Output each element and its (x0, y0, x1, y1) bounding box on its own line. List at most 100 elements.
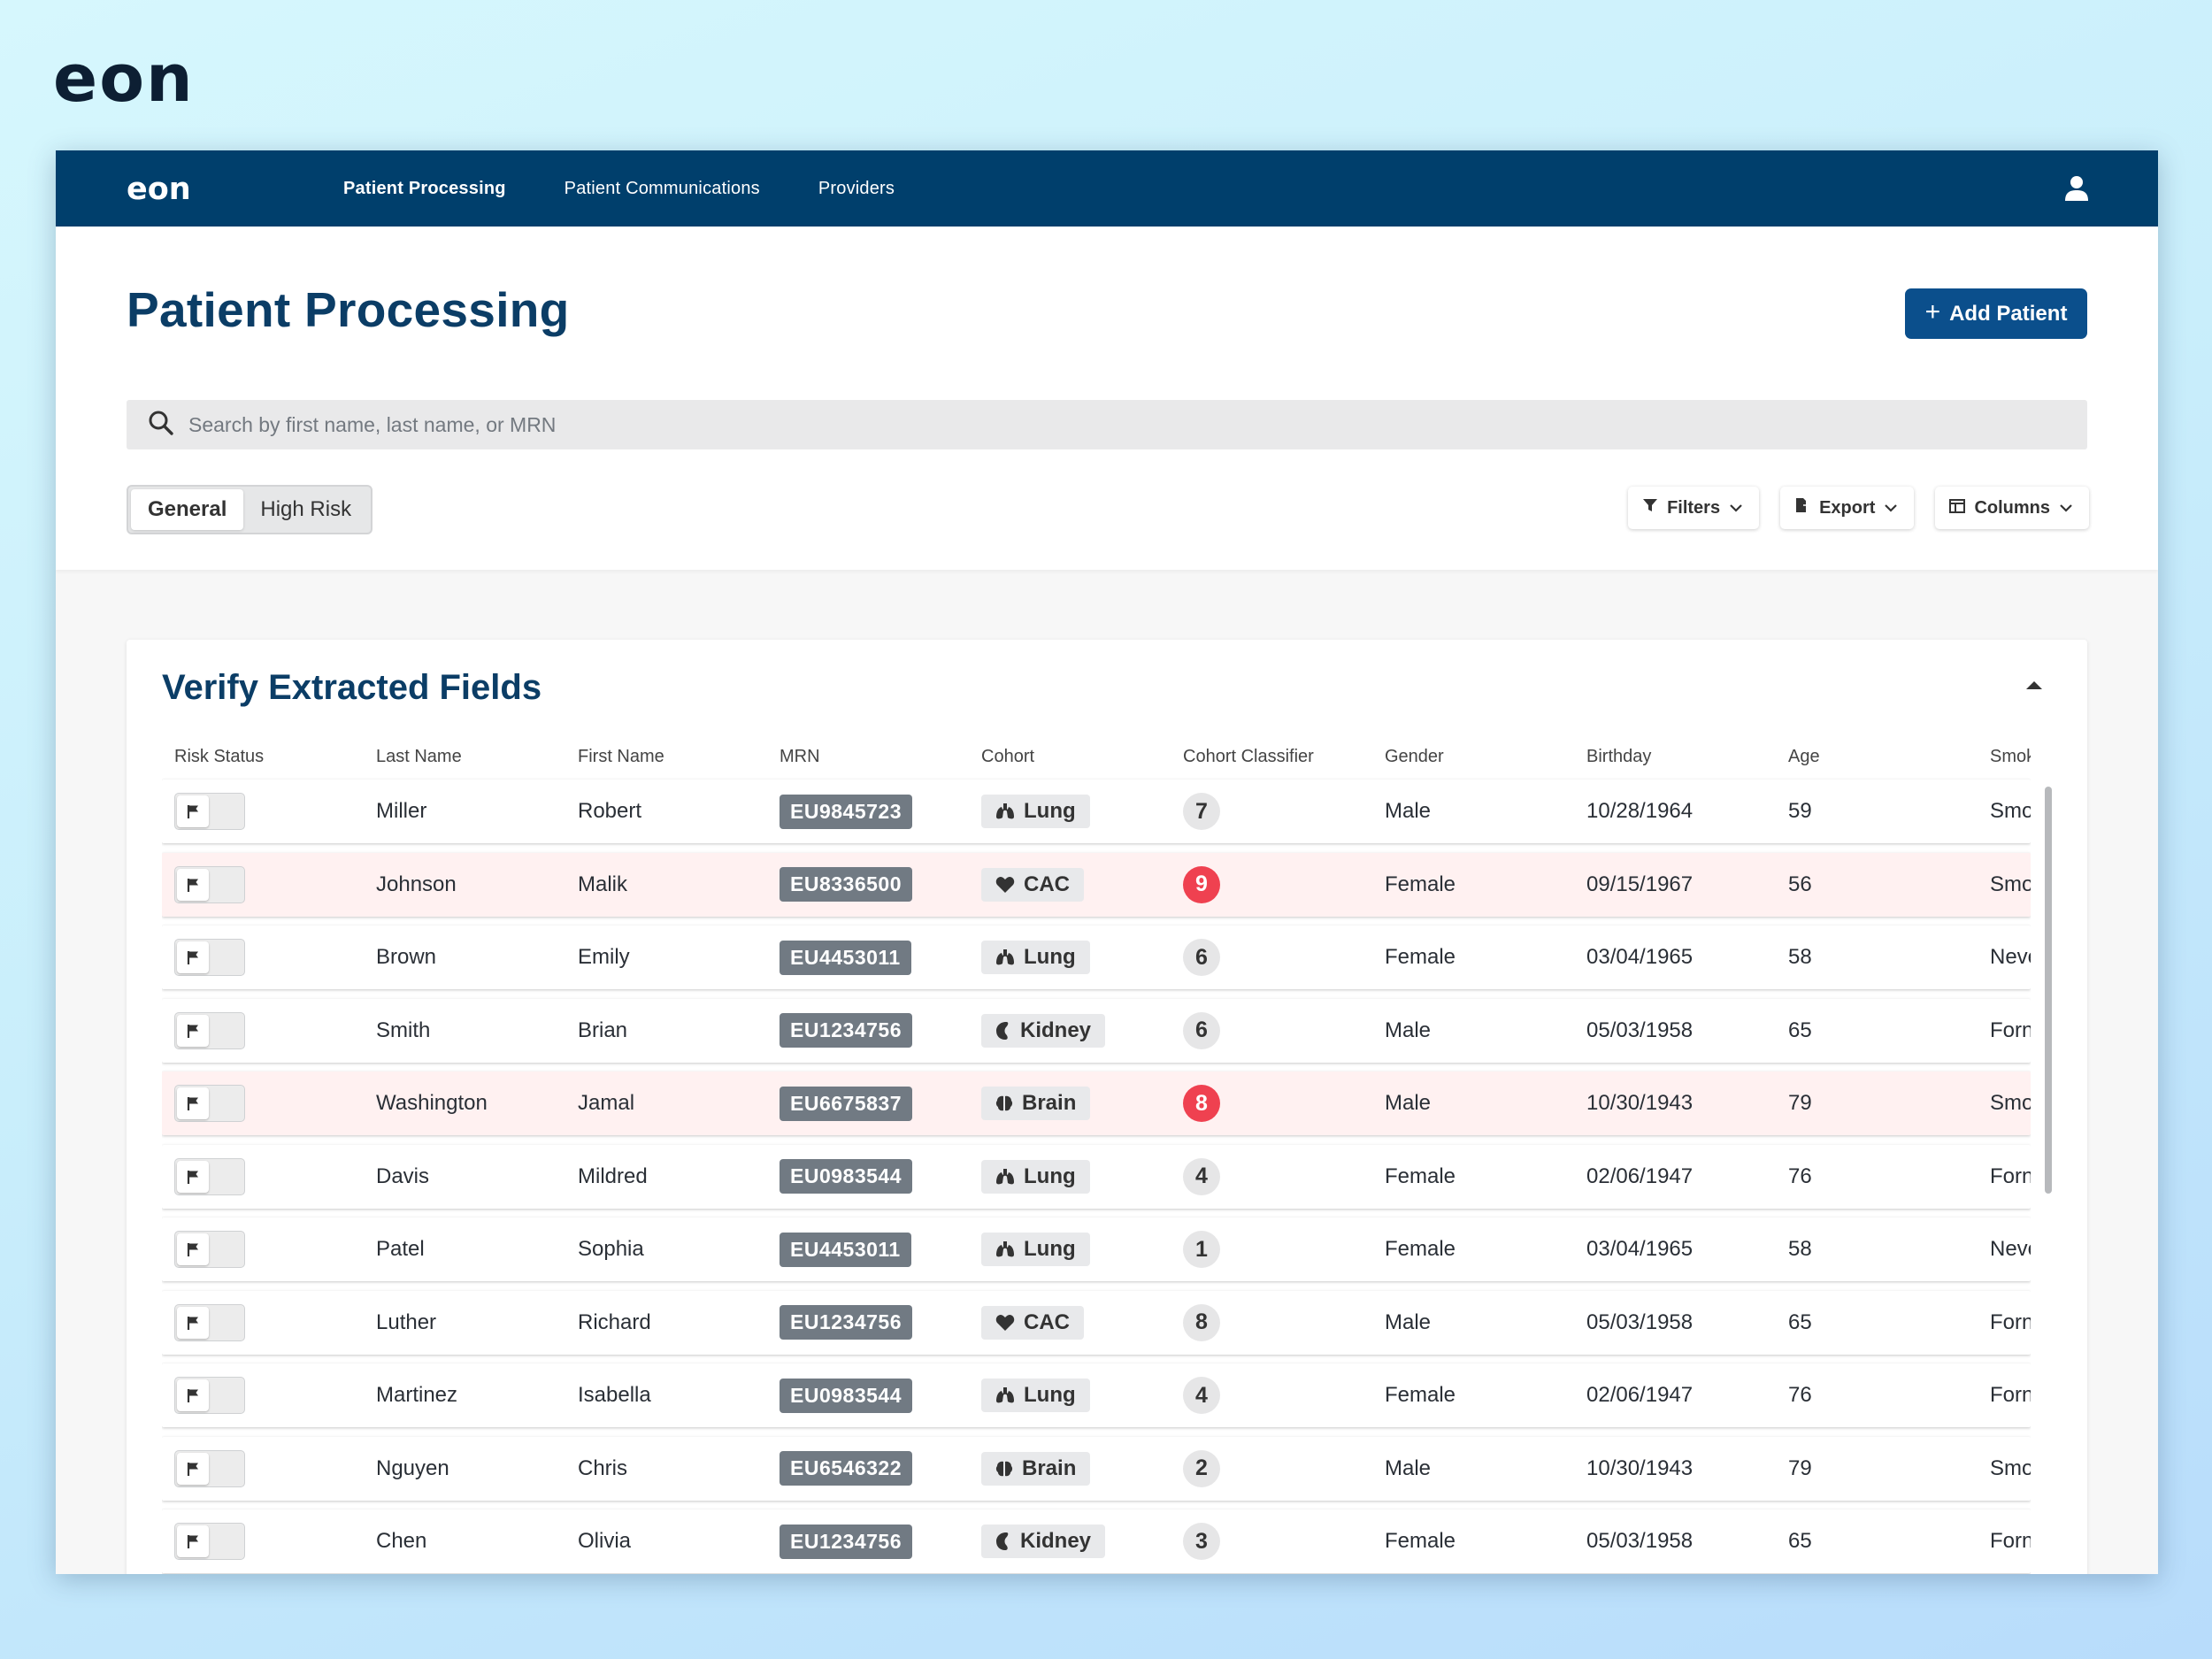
top-nav: eon Patient Processing Patient Communica… (56, 150, 2158, 227)
cohort-cell: Lung (969, 1159, 1171, 1194)
lungs-icon (995, 1168, 1015, 1186)
mrn-cell: EU4453011 (767, 940, 969, 975)
smoking-cell: Forn (1990, 1529, 2031, 1553)
table-row[interactable]: Chen Olivia EU1234756 Kidney 3 Female 05/03/19… (162, 1509, 2031, 1573)
last-name-cell: Brown (376, 945, 437, 969)
risk-status-cell (162, 1011, 364, 1049)
birthday-cell: 10/30/1943 (1586, 1455, 1694, 1480)
cohort-badge: Kidney (981, 1013, 1106, 1048)
column-header[interactable]: Gender (1385, 746, 1444, 766)
chevron-down-icon (1729, 498, 1743, 518)
segment-general[interactable]: General (131, 489, 244, 530)
columns-button[interactable]: Columns (1935, 487, 2089, 529)
table-row[interactable]: Miller Robert EU9845723 Lung 7 Male 10/28/1964… (162, 780, 2031, 843)
cohort-badge: Lung (981, 1159, 1090, 1194)
risk-flag-toggle[interactable] (174, 1523, 245, 1560)
risk-status-cell (162, 793, 364, 830)
first-name-cell: Olivia (578, 1529, 632, 1553)
column-header[interactable]: Cohort (981, 746, 1035, 766)
table-row[interactable]: Brown Emily EU4453011 Lung 6 Female 03/04/1965… (162, 926, 2031, 989)
smoking-cell: Smo (1990, 872, 2031, 896)
column-header[interactable]: Cohort Classifier (1183, 746, 1314, 766)
risk-flag-toggle[interactable] (174, 1377, 245, 1414)
cohort-label: CAC (1024, 1310, 1070, 1334)
segment-high-risk[interactable]: High Risk (260, 497, 352, 521)
cohort-classifier-cell: 8 (1171, 1085, 1372, 1122)
table-row[interactable]: Luther Richard EU1234756 CAC 8 Male 05/03/1958… (162, 1290, 2031, 1355)
risk-status-cell (162, 1523, 364, 1560)
flag-icon (177, 868, 209, 901)
risk-flag-toggle[interactable] (174, 865, 245, 903)
add-patient-button[interactable]: + Add Patient (1905, 288, 2087, 339)
risk-flag-toggle[interactable] (174, 1085, 245, 1122)
flag-icon (177, 1160, 209, 1193)
nav-link-patient-communications[interactable]: Patient Communications (564, 178, 760, 198)
risk-flag-toggle[interactable] (174, 1231, 245, 1268)
risk-status-cell (162, 1231, 364, 1268)
nav-logo[interactable]: eon (127, 172, 197, 208)
export-button[interactable]: Export (1780, 487, 1915, 529)
risk-flag-toggle[interactable] (174, 1157, 245, 1195)
age-cell: 58 (1788, 1237, 1812, 1261)
mrn-badge: EU9845723 (780, 794, 912, 829)
section-title: Verify Extracted Fields (162, 668, 542, 707)
cohort-badge: Brain (981, 1087, 1091, 1120)
user-icon[interactable] (2064, 175, 2089, 206)
table-row[interactable]: Nguyen Chris EU6546322 Brain 2 Male 10/30/1943… (162, 1436, 2031, 1501)
svg-text:eon: eon (127, 175, 191, 204)
column-header[interactable]: Age (1788, 746, 1820, 766)
cohort-label: Lung (1024, 945, 1076, 969)
cohort-classifier-cell: 4 (1171, 1157, 1372, 1195)
nav-link-patient-processing[interactable]: Patient Processing (343, 178, 506, 198)
search-input[interactable] (188, 412, 1870, 437)
table-row[interactable]: Patel Sophia EU4453011 Lung 1 Female 03/04/196… (162, 1217, 2031, 1281)
classifier-score: 8 (1183, 1303, 1220, 1341)
age-cell: 65 (1788, 1310, 1812, 1334)
filters-button[interactable]: Filters (1628, 487, 1760, 529)
column-header[interactable]: First Name (578, 746, 664, 766)
risk-status-cell (162, 1449, 364, 1487)
risk-flag-toggle[interactable] (174, 1011, 245, 1049)
svg-text:eon: eon (53, 51, 195, 108)
column-header[interactable]: Risk Status (174, 746, 265, 766)
brain-icon (995, 1460, 1013, 1478)
table-row[interactable]: Washington Jamal EU6675837 Brain 8 Male 10/30/… (162, 1071, 2031, 1135)
header-panel: Patient Processing + Add Patient General… (56, 227, 2158, 570)
table-row[interactable]: Johnson Malik EU8336500 CAC 9 Female 09/15/196… (162, 852, 2031, 917)
nav-links: Patient Processing Patient Communication… (343, 150, 953, 227)
risk-flag-toggle[interactable] (174, 1303, 245, 1341)
column-header[interactable]: Birthday (1586, 746, 1652, 766)
classifier-score: 8 (1183, 1085, 1220, 1122)
scrollbar[interactable] (2045, 787, 2052, 1194)
risk-flag-toggle[interactable] (174, 793, 245, 830)
cohort-label: Brain (1022, 1455, 1077, 1480)
table-row[interactable]: Smith Brian EU1234756 Kidney 6 Male 05/03/1958… (162, 998, 2031, 1063)
column-header[interactable]: Last Name (376, 746, 462, 766)
chevron-down-icon (2059, 498, 2073, 518)
gender-cell: Female (1385, 1237, 1456, 1261)
age-cell: 65 (1788, 1529, 1812, 1553)
last-name-cell: Miller (376, 799, 427, 823)
risk-flag-toggle[interactable] (174, 1449, 245, 1487)
risk-flag-toggle[interactable] (174, 939, 245, 976)
risk-status-cell (162, 865, 364, 903)
cohort-classifier-cell: 6 (1171, 939, 1372, 976)
table-row[interactable]: Martinez Isabella EU0983544 Lung 4 Female 02/0… (162, 1363, 2031, 1427)
age-cell: 58 (1788, 945, 1812, 969)
mrn-cell: EU1234756 (767, 1305, 969, 1340)
cohort-badge: Lung (981, 1379, 1090, 1412)
nav-link-providers[interactable]: Providers (818, 178, 895, 198)
column-header[interactable]: MRN (780, 746, 820, 766)
page-title: Patient Processing (127, 282, 570, 337)
caret-up-icon[interactable] (2025, 679, 2043, 695)
cohort-label: Lung (1024, 1237, 1076, 1261)
column-header[interactable]: Smok (1990, 746, 2031, 766)
table-row[interactable]: Davis Mildred EU0983544 Lung 4 Female 02/06/19… (162, 1144, 2031, 1209)
mrn-badge: EU1234756 (780, 1524, 912, 1559)
mrn-cell: EU8336500 (767, 867, 969, 902)
smoking-cell: Smo (1990, 1091, 2031, 1115)
risk-status-cell (162, 1157, 364, 1195)
heart-icon (995, 1314, 1015, 1332)
heart-icon (995, 876, 1015, 894)
gender-cell: Male (1385, 1018, 1432, 1042)
